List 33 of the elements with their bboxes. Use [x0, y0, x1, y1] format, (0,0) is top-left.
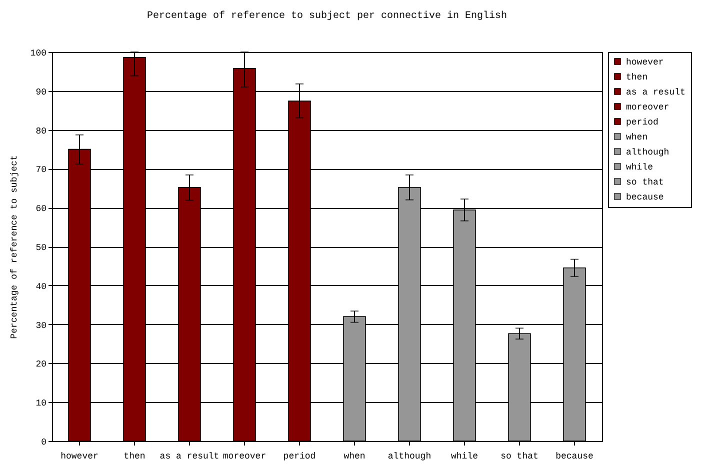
- y-tick-label: 100: [30, 48, 46, 58]
- x-tick-label: as a result: [160, 452, 220, 462]
- y-tick-label: 10: [36, 398, 46, 409]
- y-tick-label: 20: [36, 360, 46, 370]
- x-tick-label: so that: [500, 452, 538, 462]
- legend-label: although: [626, 148, 670, 158]
- y-tick-label: 40: [36, 282, 46, 292]
- y-tick-label: 30: [36, 320, 46, 331]
- x-tick-label: while: [450, 452, 478, 462]
- y-tick-label: 50: [36, 243, 46, 253]
- legend-label: while: [626, 162, 654, 172]
- x-tick-label: although: [388, 452, 432, 462]
- y-tick-label: 60: [36, 204, 46, 214]
- legend-label: as a result: [626, 88, 686, 98]
- legend-label: so that: [626, 178, 664, 188]
- x-tick-label: moreover: [222, 452, 266, 462]
- y-tick-label: 90: [36, 87, 46, 98]
- legend-label: moreover: [626, 102, 670, 112]
- y-axis-title: Percentage of reference to subject: [9, 155, 20, 339]
- legend-label: when: [626, 132, 648, 142]
- x-tick-label: then: [124, 452, 146, 462]
- x-tick-label: because: [556, 452, 594, 462]
- chart-title: Percentage of reference to subject per connective in English: [146, 10, 508, 22]
- y-tick-label: 70: [36, 165, 46, 176]
- legend-label: then: [626, 72, 648, 82]
- legend-label: however: [626, 58, 664, 68]
- legend-label: period: [626, 118, 658, 128]
- y-tick-label: 80: [36, 126, 46, 136]
- x-tick-label: period: [283, 452, 316, 462]
- x-tick-label: however: [60, 452, 98, 462]
- x-tick-label: when: [344, 452, 366, 462]
- legend-label: because: [626, 192, 664, 202]
- y-tick-label: 0: [41, 438, 46, 448]
